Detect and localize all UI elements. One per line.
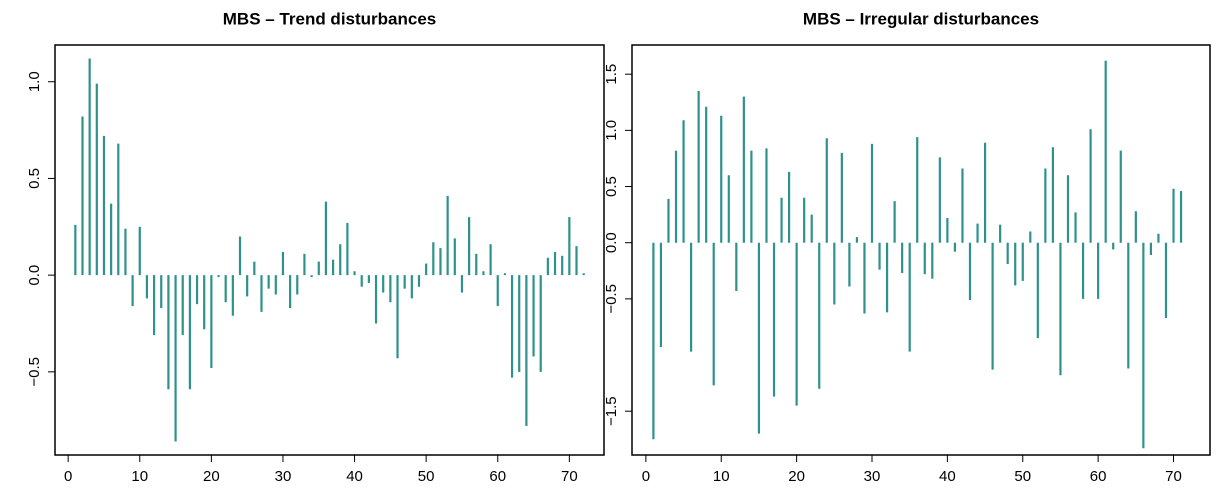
x-tick-label: 70 [1165,468,1182,485]
x-tick-label: 60 [489,468,506,485]
x-tick-label: 30 [275,468,292,485]
x-tick-label: 70 [561,468,578,485]
chart-title: MBS – Irregular disturbances [803,9,1039,28]
y-tick-label: −0.5 [26,357,43,387]
x-tick-label: 0 [64,468,72,485]
y-tick-label: 1.0 [26,71,43,92]
y-tick-label: 0.0 [26,265,43,286]
y-tick-label: 0.0 [603,232,620,253]
y-tick-label: −1.5 [603,396,620,426]
y-tick-label: 1.5 [603,64,620,85]
x-tick-label: 30 [864,468,881,485]
y-tick-label: 1.0 [603,120,620,141]
plot-frame [631,44,1211,456]
x-tick-label: 0 [642,468,650,485]
x-tick-label: 60 [1090,468,1107,485]
plot-frame [54,44,605,456]
chart-title: MBS – Trend disturbances [223,9,437,28]
x-tick-label: 40 [346,468,363,485]
y-tick-label: 0.5 [26,168,43,189]
x-tick-label: 40 [939,468,956,485]
x-tick-label: 10 [131,468,148,485]
x-tick-label: 50 [1014,468,1031,485]
x-tick-label: 10 [713,468,730,485]
y-tick-label: 0.5 [603,176,620,197]
x-tick-label: 20 [203,468,220,485]
x-tick-label: 50 [418,468,435,485]
y-tick-label: −0.5 [603,284,620,314]
x-tick-label: 20 [788,468,805,485]
